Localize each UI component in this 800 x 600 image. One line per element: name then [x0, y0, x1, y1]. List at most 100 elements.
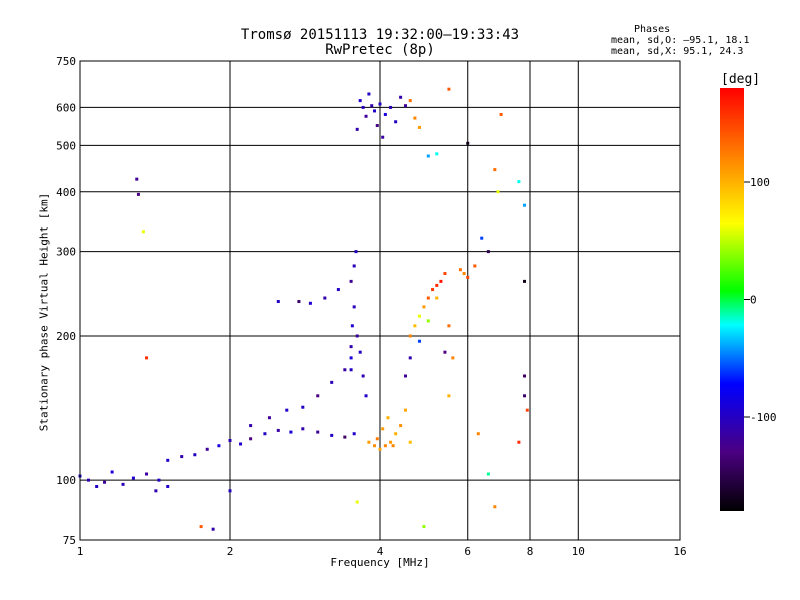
data-point	[364, 394, 368, 398]
data-point	[355, 500, 359, 504]
data-point	[408, 99, 412, 103]
data-point	[473, 264, 477, 268]
data-point	[249, 424, 253, 428]
data-point	[389, 105, 393, 109]
x-tick-label: 1	[77, 545, 84, 558]
x-axis-label: Frequency [MHz]	[330, 556, 430, 569]
data-point	[367, 440, 371, 444]
data-point	[381, 427, 385, 431]
data-point	[316, 394, 320, 398]
data-point	[408, 440, 412, 444]
data-point	[228, 489, 232, 493]
data-point	[523, 279, 527, 283]
data-point	[493, 505, 497, 509]
data-point	[354, 250, 358, 254]
chart-title: Tromsø 20151113 19:32:00–19:33:43	[240, 27, 520, 43]
data-point	[426, 296, 430, 300]
data-point	[523, 374, 527, 378]
data-point	[389, 440, 393, 444]
colorbar-tick-label: -100	[750, 411, 777, 424]
data-point	[525, 408, 529, 412]
data-point	[370, 104, 374, 108]
data-point	[166, 484, 170, 488]
y-tick-label: 75	[63, 534, 76, 547]
data-point	[476, 432, 480, 436]
data-point	[447, 394, 451, 398]
data-point	[316, 430, 320, 434]
data-point	[486, 250, 490, 254]
data-point	[375, 437, 379, 441]
data-point	[95, 484, 99, 488]
data-point	[358, 99, 362, 103]
data-point	[297, 300, 301, 304]
data-point	[301, 427, 305, 431]
data-point	[349, 368, 353, 372]
data-point	[413, 116, 417, 120]
data-point	[447, 87, 451, 91]
data-point	[135, 177, 139, 181]
plot-frame	[79, 60, 681, 541]
colorbar-tick-label: 100	[750, 176, 770, 189]
data-point	[417, 314, 421, 318]
data-point	[486, 472, 490, 476]
data-point	[352, 305, 356, 309]
data-point	[426, 154, 430, 158]
data-point	[301, 405, 305, 409]
y-tick-label: 600	[56, 101, 76, 114]
data-point	[373, 109, 377, 113]
data-point	[439, 279, 443, 283]
data-point	[422, 525, 426, 529]
data-point	[462, 272, 466, 276]
phases-x-mode: mean, sd,X: 95.1, 24.3	[611, 46, 744, 57]
data-point	[517, 180, 521, 184]
data-point	[499, 112, 503, 116]
data-point	[378, 447, 382, 451]
colorbar-tick-label: 0	[750, 294, 757, 307]
chart-subtitle: RwPretec (8p)	[325, 42, 435, 58]
x-tick-label: 2	[227, 545, 234, 558]
data-point	[417, 125, 421, 129]
data-point	[426, 319, 430, 323]
data-point	[136, 192, 140, 196]
colorbar-ticks: 100 0 -100	[744, 176, 777, 424]
data-point	[443, 350, 447, 354]
data-point	[381, 135, 385, 139]
colorbar	[720, 88, 744, 511]
data-point	[141, 230, 145, 234]
data-point	[350, 324, 354, 328]
data-point	[367, 92, 371, 96]
data-point	[121, 482, 125, 486]
data-point	[496, 190, 500, 194]
data-point	[349, 279, 353, 283]
data-point	[358, 350, 362, 354]
x-tick-label: 4	[377, 545, 384, 558]
y-tick-label: 750	[56, 55, 76, 68]
data-point	[408, 356, 412, 360]
data-point	[228, 439, 232, 443]
y-tick-label: 100	[56, 474, 76, 487]
data-point	[378, 102, 382, 106]
data-point	[336, 288, 340, 292]
data-point	[361, 374, 365, 378]
data-point	[443, 272, 447, 276]
data-point	[364, 114, 368, 118]
data-point	[180, 455, 184, 459]
data-point	[308, 301, 312, 305]
data-point	[217, 444, 221, 448]
x-tick-label: 6	[464, 545, 471, 558]
data-point	[403, 408, 407, 412]
data-point	[131, 476, 135, 480]
data-point	[343, 368, 347, 372]
data-point	[352, 432, 356, 436]
data-point	[349, 345, 353, 349]
data-point	[480, 236, 484, 240]
data-point	[330, 380, 334, 384]
data-point	[263, 432, 267, 436]
data-point	[523, 394, 527, 398]
data-point	[355, 127, 359, 131]
data-point	[391, 444, 395, 448]
data-point	[352, 264, 356, 268]
colorbar-label: [deg]	[721, 72, 760, 87]
data-point	[276, 428, 280, 432]
data-point	[458, 268, 462, 272]
